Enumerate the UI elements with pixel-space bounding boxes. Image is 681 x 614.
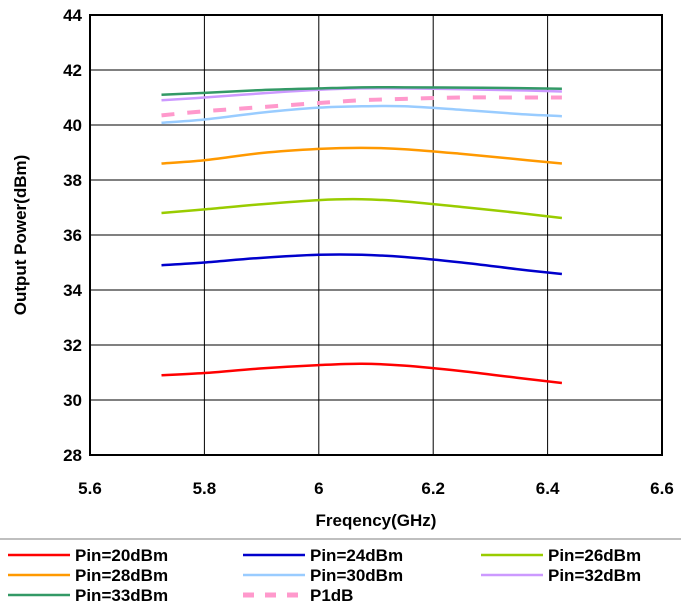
y-tick-label: 32 [63, 336, 82, 355]
series-line-p1db [161, 95, 562, 118]
legend-label: Pin=33dBm [75, 586, 168, 605]
x-tick-label: 6.6 [650, 479, 674, 498]
plot-frame [89, 14, 663, 456]
legend-label: Pin=24dBm [310, 546, 403, 565]
x-axis-title: Freqency(GHz) [316, 511, 437, 530]
series-line-pin-30dbm [161, 104, 562, 125]
x-tick-label: 6.4 [536, 479, 560, 498]
legend-label: Pin=32dBm [548, 566, 641, 585]
x-tick-label: 5.6 [78, 479, 102, 498]
y-tick-labels: 28 30 32 34 36 38 40 42 44 [63, 6, 82, 465]
legend-label: P1dB [310, 586, 353, 605]
legend-label: Pin=30dBm [310, 566, 403, 585]
series-line-pin-26dbm [161, 197, 563, 220]
y-tick-label: 40 [63, 116, 82, 135]
legend-label: Pin=28dBm [75, 566, 168, 585]
y-tick-label: 34 [63, 281, 82, 300]
y-axis-title: Output Power(dBm) [11, 155, 30, 316]
x-tick-label: 6 [314, 479, 323, 498]
y-tick-label: 42 [63, 61, 82, 80]
y-tick-label: 30 [63, 391, 82, 410]
x-tick-label: 6.2 [421, 479, 445, 498]
series-line-pin-28dbm [161, 146, 563, 165]
series-line-pin-20dbm [161, 362, 563, 385]
legend-label: Pin=20dBm [75, 546, 168, 565]
y-tick-label: 28 [63, 446, 82, 465]
series-line-pin-33dbm [161, 85, 562, 96]
series-lines [161, 85, 563, 385]
y-tick-label: 36 [63, 226, 82, 245]
series-line-pin-24dbm [161, 253, 563, 276]
y-tick-label: 38 [63, 171, 82, 190]
x-tick-labels: 5.6 5.8 6 6.2 6.4 6.6 [78, 479, 674, 498]
y-tick-label: 44 [63, 6, 82, 25]
x-tick-label: 5.8 [193, 479, 217, 498]
legend-label: Pin=26dBm [548, 546, 641, 565]
